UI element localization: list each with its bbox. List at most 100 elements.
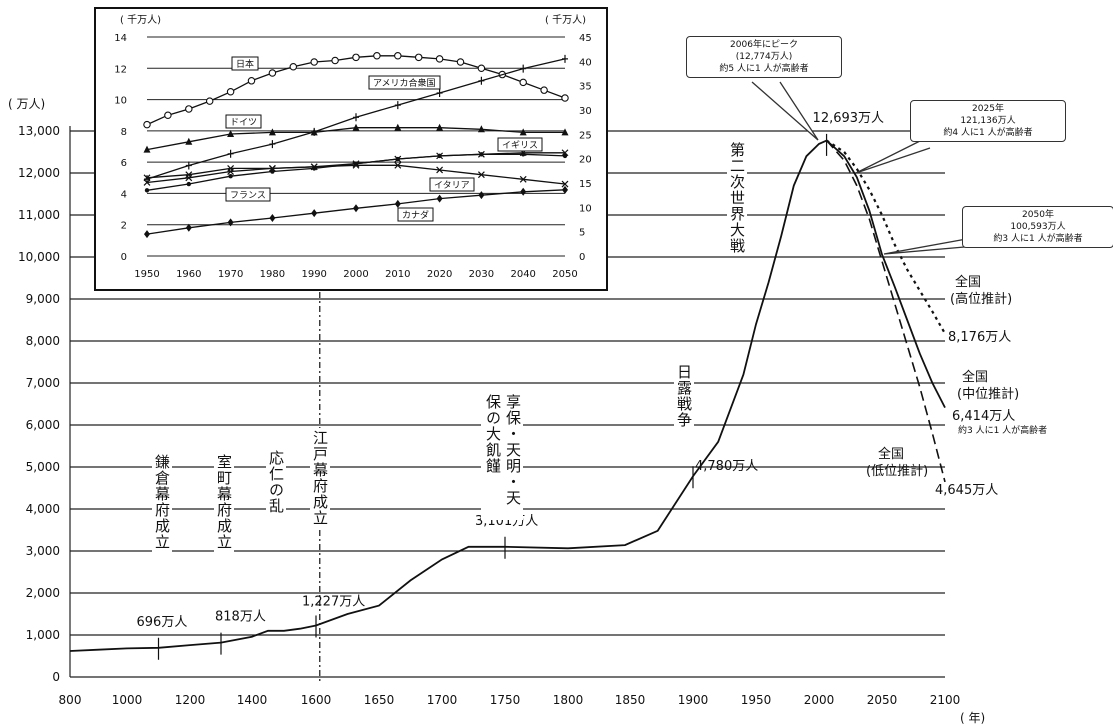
y-tick-label: 3,000	[26, 544, 60, 558]
inset-left-unit-label: ( 千万人)	[120, 14, 161, 26]
inset-left-tick-label: 14	[114, 33, 127, 44]
event-label-famine: 享保・天明・天保の大飢饉	[481, 392, 523, 520]
inset-series-name: イタリア	[434, 180, 470, 191]
inset-marker-diamond	[353, 204, 359, 213]
inset-marker-x	[477, 171, 485, 179]
x-tick-label: 1650	[364, 693, 395, 707]
event-label-edo: 江戸幕府成立	[310, 428, 330, 528]
y-tick-label: 1,000	[26, 628, 60, 642]
inset-series-name: アメリカ合衆国	[373, 77, 436, 89]
inset-right-tick-label: 10	[579, 203, 592, 214]
callout-2025: 2025年 121,136万人 約4 人に1 人が高齢者	[910, 100, 1066, 142]
inset-series-name-box	[429, 177, 475, 192]
callout-2025-line2: 121,136万人	[960, 116, 1016, 126]
event-label-onin: 応仁の乱	[266, 448, 286, 516]
y-tick-label: 9,000	[26, 292, 60, 306]
callout-peak-line2: (12,774万人)	[735, 52, 793, 62]
inset-marker-dot	[144, 188, 150, 193]
inset-series-name: イギリス	[502, 140, 538, 151]
inset-marker-x	[436, 166, 444, 174]
x-tick-label: 1950	[741, 693, 772, 707]
callout-peak-line1: 2006年にピーク	[730, 40, 798, 50]
inset-x-tick-label: 2030	[469, 269, 494, 280]
inset-series-name-box	[225, 187, 271, 202]
inset-marker-x	[227, 164, 235, 172]
inset-marker-circle	[373, 52, 381, 60]
inset-marker-circle	[352, 53, 360, 62]
inset-marker-diamond	[520, 187, 527, 196]
inset-left-tick-label: 10	[114, 96, 127, 107]
high-projection-sub: (高位推計)	[950, 291, 1012, 307]
x-tick-label: 1000	[112, 693, 143, 707]
inset-x-tick-label: 2050	[552, 269, 577, 280]
inset-marker-x	[185, 174, 193, 182]
inset-chart: 0 2 4 6 8 10 12 14 0 5 10 15 20 25 30 35 40 45 1950 1960 197…	[94, 7, 608, 291]
x-tick-label: 1800	[553, 693, 584, 707]
high-projection-name: 全国	[955, 274, 981, 290]
callout-2025-line1: 2025年	[972, 104, 1004, 114]
inset-right-tick-label: 5	[579, 228, 585, 239]
inset-marker-x	[227, 168, 235, 175]
callout-2050-pointer	[883, 237, 977, 255]
x-tick-label: 2100	[930, 693, 961, 707]
inset-marker-x	[519, 175, 527, 183]
callout-2050: 2050年 100,593万人 約3 人に1 人が高齢者	[962, 206, 1113, 248]
y-unit-label: ( 万人)	[8, 97, 45, 111]
inset-marker-plus	[353, 113, 359, 122]
inset-marker-diamond	[436, 194, 443, 203]
inset-right-tick-label: 35	[579, 82, 592, 93]
inset-left-tick-label: 0	[121, 252, 127, 263]
inset-marker-diamond	[144, 230, 150, 239]
x-tick-label: 1700	[427, 693, 458, 707]
inset-marker-circle	[394, 52, 402, 60]
inset-marker-x	[561, 149, 569, 157]
x-tick-label: 800	[59, 693, 82, 707]
y-tick-label: 8,000	[26, 334, 60, 348]
inset-right-tick-label: 25	[579, 130, 592, 141]
x-tick-label: 1200	[175, 693, 206, 707]
inset-right-tick-label: 45	[579, 33, 592, 44]
inset-x-tick-label: 1950	[134, 269, 159, 280]
inset-marker-triangle	[519, 128, 527, 136]
x-tick-label: 1750	[490, 693, 521, 707]
event-label-russo-japanese: 日露戦争	[674, 362, 694, 430]
inset-left-tick-label: 12	[114, 64, 127, 75]
inset-marker-x	[352, 161, 360, 169]
inset-marker-circle	[185, 105, 193, 113]
inset-marker-plus	[478, 76, 485, 85]
callout-2050-line3: 約3 人に1 人が高齢者	[993, 234, 1083, 244]
inset-marker-diamond	[185, 223, 192, 232]
y-tick-label: 2,000	[26, 586, 60, 600]
inset-marker-dot	[395, 156, 400, 162]
inset-marker-triangle	[352, 123, 360, 131]
event-label-famine-text: 享保・天明・天保の大飢饉	[484, 394, 522, 506]
inset-marker-x	[561, 180, 569, 188]
y-tick-label: 12,000	[18, 166, 60, 180]
high-projection-value: 8,176万人	[948, 330, 1011, 345]
inset-marker-circle	[310, 58, 318, 66]
callout-peak-line3: 約5 人に1 人が高齢者	[719, 64, 809, 74]
inset-series-name-box	[368, 75, 441, 90]
main-labels: 696万人 818万人1,227万人3,101万人4,780万人12,693万人全…	[137, 81, 1047, 630]
x-tick-label: 2000	[804, 693, 835, 707]
inset-series-name-box	[497, 137, 543, 152]
inset-marker-circle	[205, 97, 214, 105]
inset-left-tick-label: 8	[121, 127, 127, 138]
y-tick-label: 11,000	[18, 208, 60, 222]
inset-marker-diamond	[562, 185, 568, 194]
inset-x-tick-label: 2010	[385, 269, 410, 280]
callout-2050-line2: 100,593万人	[1010, 222, 1066, 232]
inset-marker-dot	[562, 153, 568, 159]
main-series	[69, 133, 946, 660]
data-label: 818万人	[215, 610, 266, 625]
mid-projection-sub: (中位推計)	[957, 386, 1019, 402]
x-tick-label: 1850	[615, 693, 646, 707]
y-tick-label: 7,000	[26, 376, 60, 390]
inset-marker-plus	[227, 149, 234, 158]
inset-marker-x	[394, 161, 402, 169]
inset-series	[143, 52, 569, 239]
inset-x-tick-label: 1980	[260, 269, 285, 280]
main-series-line-dotted	[825, 139, 946, 335]
